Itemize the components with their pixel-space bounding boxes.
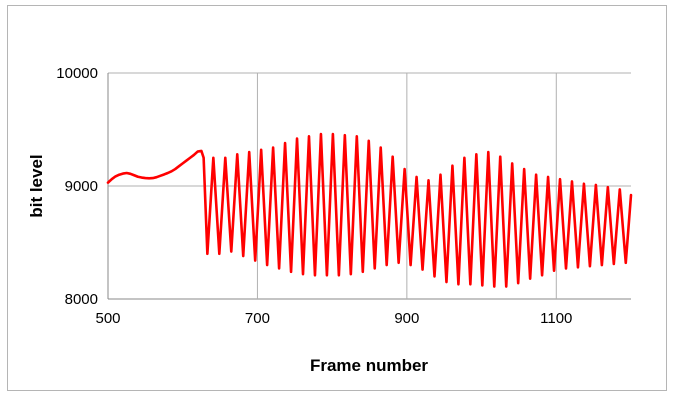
series-layer [106,132,633,288]
y-tick-label: 10000 [56,65,98,82]
x-tick-label: 700 [245,310,270,327]
y-tick-label: 8000 [65,291,98,308]
x-tick-label: 1100 [540,310,572,327]
chart-frame [7,5,667,391]
y-axis-title: bit level [27,154,46,217]
x-axis-title: Frame number [310,356,428,375]
y-tick-label: 9000 [65,178,98,195]
x-tick-label: 900 [394,310,419,327]
series-line-0 [106,132,633,288]
x-tick-label: 500 [95,310,120,327]
tick-labels: 8000 9000 10000 500 700 900 1100 [56,65,572,327]
